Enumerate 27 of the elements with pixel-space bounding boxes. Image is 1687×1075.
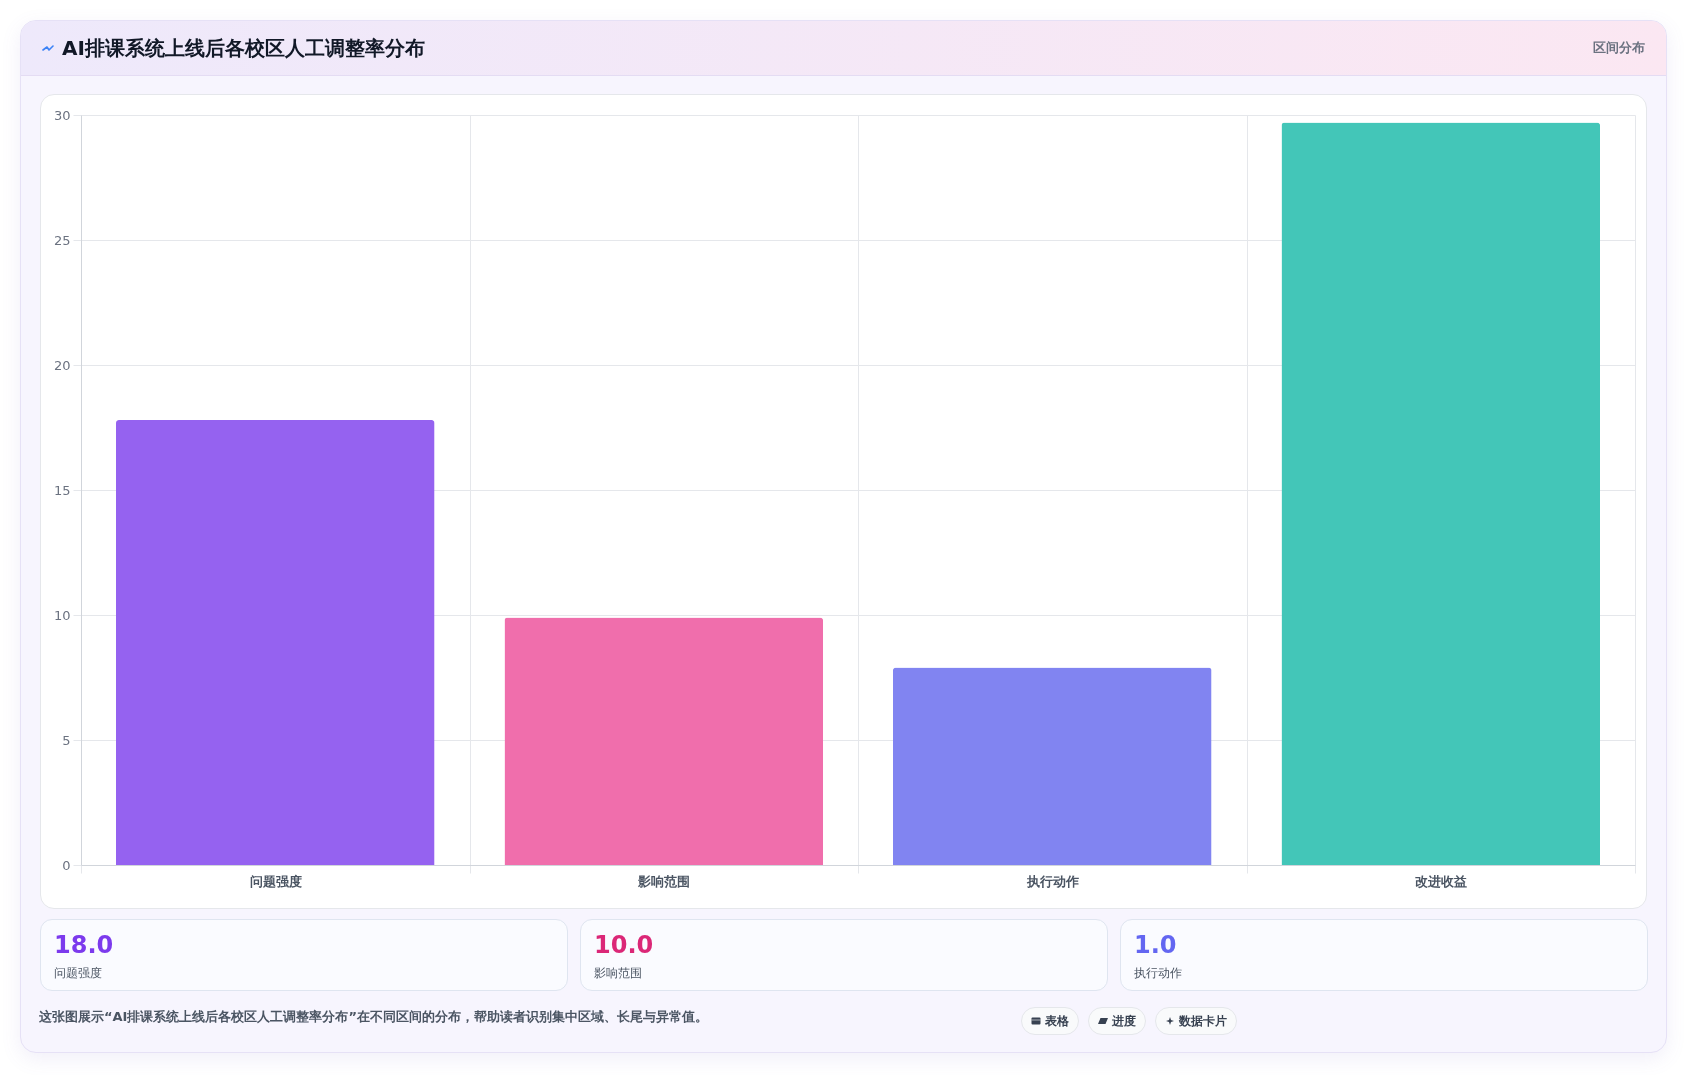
y-tick-label: 25: [53, 232, 71, 248]
bar: [892, 667, 1212, 865]
x-tick-label: 问题强度: [249, 873, 302, 889]
y-tick-label: 5: [62, 732, 71, 748]
category-label: 影响范围: [594, 965, 642, 981]
chart-title: AI排课系统上线后各校区人工调整率分布: [62, 35, 425, 61]
text: 10.0: [594, 931, 654, 959]
text: 进度: [1112, 1012, 1136, 1030]
text: 18.0: [54, 931, 114, 959]
text: 1.0: [1134, 931, 1177, 959]
text: 这张图展示“AI排课系统上线后各校区人工调整率分布”在不同区间的分布，帮助读者识别集中区域、长尾与异常值。: [39, 1008, 708, 1026]
text: 表格: [1045, 1012, 1069, 1030]
category-label: 执行动作: [1134, 965, 1182, 981]
bar: [1281, 122, 1601, 865]
y-tick-label: 0: [62, 857, 71, 873]
x-tick-label: 改进收益: [1415, 873, 1468, 889]
y-tick-label: 15: [53, 482, 71, 498]
bar: [115, 420, 435, 865]
category-label: 问题强度: [54, 965, 102, 981]
y-tick-label: 20: [53, 357, 71, 373]
x-tick-label: 执行动作: [1025, 873, 1079, 889]
chart-subtitle: 区间分布: [1593, 39, 1645, 57]
text: 数据卡片: [1179, 1012, 1227, 1030]
bar: [504, 617, 824, 865]
y-tick-label: 30: [53, 107, 71, 123]
y-tick-label: 10: [53, 607, 71, 623]
x-tick-label: 影响范围: [637, 873, 691, 889]
